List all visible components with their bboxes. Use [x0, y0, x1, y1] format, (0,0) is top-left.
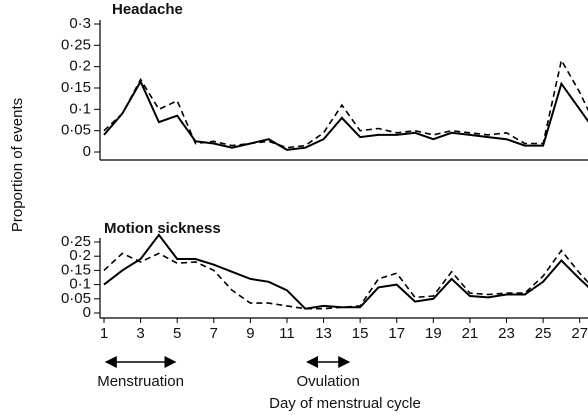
x-tick-label: 5 — [173, 325, 181, 342]
x-tick-label: 3 — [136, 325, 144, 342]
y-tick-label: 0·15 — [61, 79, 91, 96]
y-tick-label: 0 — [83, 143, 91, 160]
y-tick-label: 0·25 — [61, 233, 91, 250]
x-axis-label: Day of menstrual cycle — [269, 395, 421, 412]
y-tick-label: 0·05 — [61, 290, 91, 307]
x-tick-label: 9 — [246, 325, 254, 342]
y-tick-label: 0·2 — [69, 58, 91, 75]
annotation: Ovulation — [296, 373, 359, 390]
x-tick-label: 27 — [571, 325, 588, 342]
x-tick-label: 23 — [498, 325, 515, 342]
x-tick-label: 1 — [100, 325, 108, 342]
series-line — [103, 58, 588, 149]
x-tick-label: 7 — [210, 325, 218, 342]
y-tick-label: 0·1 — [69, 100, 91, 117]
series-line — [103, 233, 588, 310]
y-tick-label: 0·2 — [69, 247, 91, 264]
x-tick-label: 21 — [462, 325, 479, 342]
x-tick-label: 17 — [388, 325, 405, 342]
y-tick-label: 0·3 — [69, 15, 91, 32]
y-tick-label: 0·05 — [61, 122, 91, 139]
x-tick-label: 11 — [279, 325, 295, 342]
y-tick-label: 0·1 — [69, 276, 91, 293]
y-axis-label: Proportion of events — [9, 98, 26, 232]
y-tick-label: 0·15 — [61, 261, 91, 278]
series-line — [103, 249, 588, 310]
x-tick-label: 13 — [315, 325, 332, 342]
x-tick-label: 19 — [425, 325, 442, 342]
annotation: Menstruation — [97, 373, 184, 390]
y-tick-label: 0 — [83, 304, 91, 321]
series-line — [103, 79, 588, 151]
x-tick-label: 25 — [535, 325, 552, 342]
panel-title: Headache — [112, 1, 183, 18]
panel-title: Motion sickness — [104, 220, 221, 237]
x-tick-label: 15 — [352, 325, 369, 342]
y-tick-label: 0·25 — [61, 36, 91, 53]
